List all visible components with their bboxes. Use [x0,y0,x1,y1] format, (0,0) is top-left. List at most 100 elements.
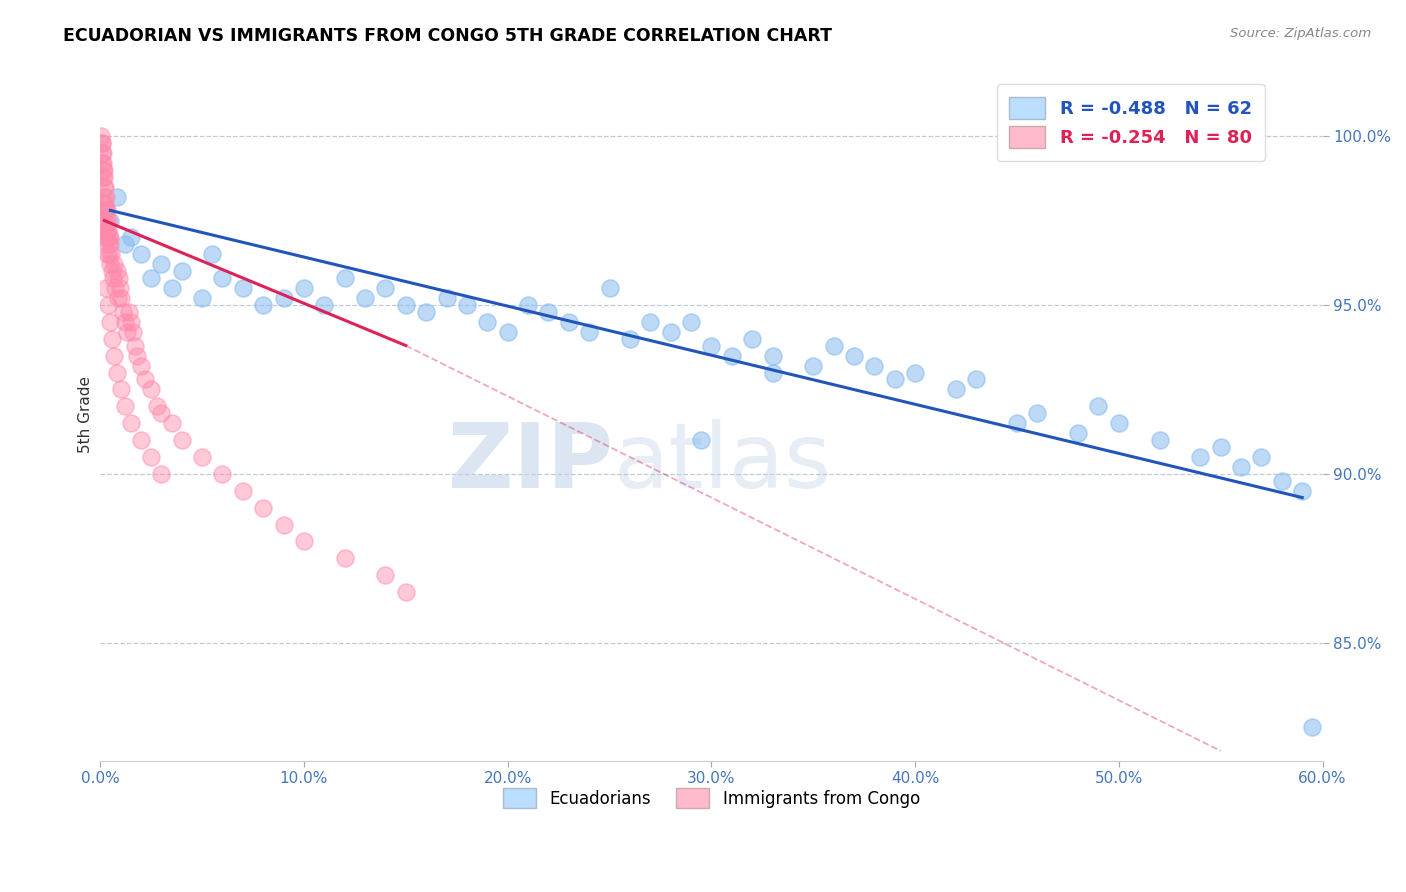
Point [91,156,114,170]
Point [93,169,115,184]
Point [201,247,224,261]
Point [863,359,886,373]
Point [599,281,621,295]
Point [141,383,163,397]
Point [436,291,458,305]
Point [823,338,845,352]
Text: atlas: atlas [613,419,832,508]
Point [883,372,905,386]
Point [111,305,134,319]
Point [110,383,132,397]
Point [537,305,560,319]
Point [90,136,112,150]
Point [96,203,118,218]
Point [160,416,183,430]
Point [720,349,742,363]
Point [415,305,437,319]
Point [1026,406,1049,420]
Point [1108,416,1130,430]
Point [904,366,927,380]
Point [97,298,120,312]
Point [96,203,118,218]
Point [97,224,120,238]
Point [94,230,117,244]
Point [94,213,117,227]
Point [191,291,214,305]
Point [114,237,136,252]
Point [98,237,121,252]
Point [354,291,377,305]
Point [97,237,120,252]
Point [93,213,115,227]
Point [104,281,127,295]
Point [801,359,824,373]
Point [659,325,682,339]
Point [191,450,214,464]
Point [1209,440,1232,454]
Point [150,406,173,420]
Point [619,332,641,346]
Point [1230,460,1253,475]
Point [100,315,122,329]
Point [91,196,114,211]
Point [100,230,122,244]
Point [273,517,295,532]
Point [374,568,396,582]
Point [842,349,865,363]
Point [93,179,115,194]
Point [211,467,233,481]
Point [129,247,152,261]
Point [90,129,112,144]
Point [93,190,115,204]
Point [125,349,148,363]
Point [146,400,169,414]
Point [103,271,125,285]
Point [640,315,662,329]
Point [496,325,519,339]
Point [121,325,143,339]
Point [107,271,129,285]
Point [129,359,152,373]
Point [90,146,112,161]
Point [333,551,356,566]
Point [100,247,122,261]
Point [252,298,274,312]
Legend: Ecuadorians, Immigrants from Congo: Ecuadorians, Immigrants from Congo [496,781,927,815]
Point [292,281,315,295]
Point [110,291,132,305]
Point [761,349,783,363]
Y-axis label: 5th Grade: 5th Grade [79,376,93,453]
Point [120,230,142,244]
Point [118,305,141,319]
Point [96,190,118,204]
Point [314,298,336,312]
Point [120,416,142,430]
Point [292,534,315,549]
Point [101,332,124,346]
Point [93,162,115,177]
Point [558,315,581,329]
Point [91,162,114,177]
Point [100,257,122,271]
Point [105,264,128,278]
Point [1301,720,1323,734]
Point [96,281,118,295]
Point [120,315,142,329]
Point [91,136,114,150]
Point [578,325,600,339]
Point [1149,433,1171,447]
Point [232,281,254,295]
Point [1087,400,1109,414]
Point [98,247,121,261]
Point [945,383,967,397]
Point [679,315,702,329]
Point [395,298,418,312]
Point [456,298,478,312]
Point [97,230,120,244]
Point [150,257,173,271]
Point [94,179,117,194]
Point [124,338,146,352]
Point [93,196,115,211]
Point [395,585,418,599]
Point [100,213,122,227]
